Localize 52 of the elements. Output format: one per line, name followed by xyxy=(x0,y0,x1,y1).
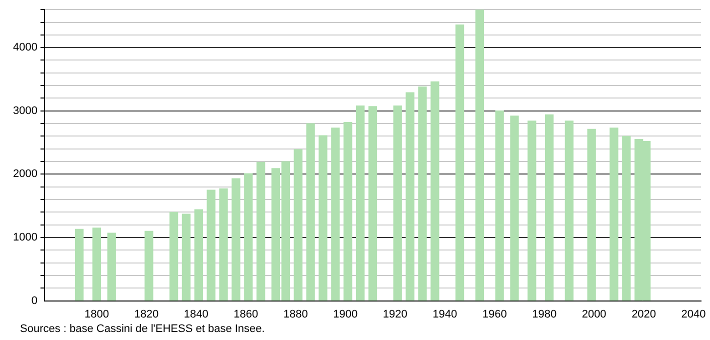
x-tick-label: 1860 xyxy=(234,308,258,320)
bar xyxy=(510,116,519,301)
bar xyxy=(393,105,402,301)
bar xyxy=(169,212,178,301)
x-tick-label: 1840 xyxy=(184,308,208,320)
x-tick-label: 1820 xyxy=(134,308,159,320)
bar xyxy=(495,110,504,301)
bar xyxy=(74,228,84,301)
x-tick-label: 2020 xyxy=(632,308,656,320)
y-tick-label: 4000 xyxy=(12,42,38,54)
bar xyxy=(107,232,116,301)
y-tick-label: 1000 xyxy=(12,232,38,244)
bar xyxy=(306,123,315,301)
bar xyxy=(368,106,378,301)
bar xyxy=(182,214,191,301)
x-tick-label: 1900 xyxy=(333,308,358,320)
bar xyxy=(92,228,102,301)
bar xyxy=(206,190,216,301)
x-tick-label: 1980 xyxy=(532,308,557,320)
y-tick-label: 0 xyxy=(31,294,38,307)
bar xyxy=(294,149,302,301)
x-tick-label: 1940 xyxy=(432,308,458,320)
bar xyxy=(564,120,574,301)
bar xyxy=(219,188,228,301)
bar xyxy=(430,81,440,301)
y-tick-label: 3000 xyxy=(12,104,38,117)
source-note: Sources : base Cassini de l'EHESS et base Insee. xyxy=(20,323,265,335)
bar xyxy=(587,128,596,301)
bar xyxy=(232,178,240,301)
x-tick-label: 1880 xyxy=(283,308,308,320)
bar xyxy=(528,120,536,301)
bar xyxy=(418,86,427,301)
bar xyxy=(194,209,203,301)
bar xyxy=(622,136,631,301)
bar xyxy=(475,10,484,301)
bar xyxy=(544,114,554,301)
bar xyxy=(610,128,618,301)
x-tick-label: 2040 xyxy=(681,308,706,320)
y-tick-label: 2000 xyxy=(12,168,38,180)
bar xyxy=(144,230,154,301)
x-tick-label: 1960 xyxy=(482,308,507,320)
bar xyxy=(406,92,414,301)
x-tick-label: 1800 xyxy=(84,308,109,320)
bar xyxy=(344,122,352,301)
bar xyxy=(318,135,328,301)
bar xyxy=(356,105,365,301)
x-tick-label: 1920 xyxy=(382,308,408,320)
x-tick-label: 2000 xyxy=(582,308,606,320)
bar xyxy=(244,173,253,301)
bar xyxy=(256,162,266,301)
bar xyxy=(331,128,340,301)
bar xyxy=(455,24,464,301)
